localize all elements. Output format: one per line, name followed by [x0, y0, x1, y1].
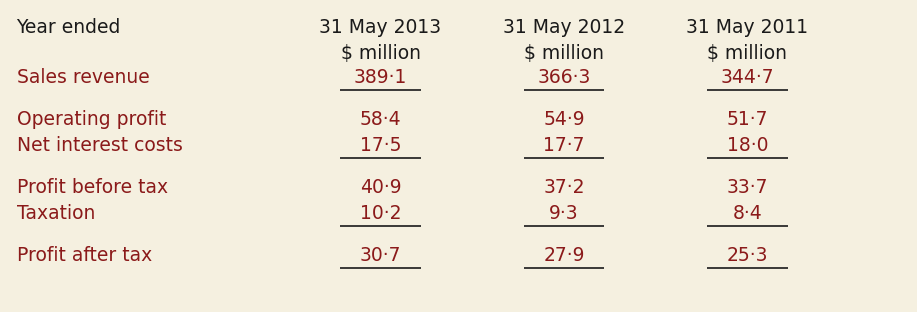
Text: 18·0: 18·0 [726, 136, 768, 155]
Text: 33·7: 33·7 [726, 178, 768, 197]
Text: Profit before tax: Profit before tax [17, 178, 168, 197]
Text: 30·7: 30·7 [359, 246, 402, 265]
Text: 54·9: 54·9 [543, 110, 585, 129]
Text: 344·7: 344·7 [721, 68, 774, 87]
Text: 17·7: 17·7 [543, 136, 585, 155]
Text: 366·3: 366·3 [537, 68, 591, 87]
Text: 10·2: 10·2 [359, 204, 402, 223]
Text: Operating profit: Operating profit [17, 110, 166, 129]
Text: Year ended: Year ended [17, 18, 121, 37]
Text: Taxation: Taxation [17, 204, 94, 223]
Text: 37·2: 37·2 [543, 178, 585, 197]
Text: 389·1: 389·1 [354, 68, 407, 87]
Text: 25·3: 25·3 [726, 246, 768, 265]
Text: 31 May 2012: 31 May 2012 [503, 18, 625, 37]
Text: Sales revenue: Sales revenue [17, 68, 149, 87]
Text: 31 May 2011: 31 May 2011 [686, 18, 809, 37]
Text: 8·4: 8·4 [733, 204, 762, 223]
Text: 9·3: 9·3 [549, 204, 579, 223]
Text: 31 May 2013: 31 May 2013 [319, 18, 442, 37]
Text: Profit after tax: Profit after tax [17, 246, 151, 265]
Text: 58·4: 58·4 [359, 110, 402, 129]
Text: 17·5: 17·5 [359, 136, 402, 155]
Text: Net interest costs: Net interest costs [17, 136, 182, 155]
Text: 51·7: 51·7 [726, 110, 768, 129]
Text: 40·9: 40·9 [359, 178, 402, 197]
Text: 27·9: 27·9 [543, 246, 585, 265]
Text: $ million: $ million [524, 44, 604, 63]
Text: $ million: $ million [340, 44, 421, 63]
Text: $ million: $ million [707, 44, 788, 63]
